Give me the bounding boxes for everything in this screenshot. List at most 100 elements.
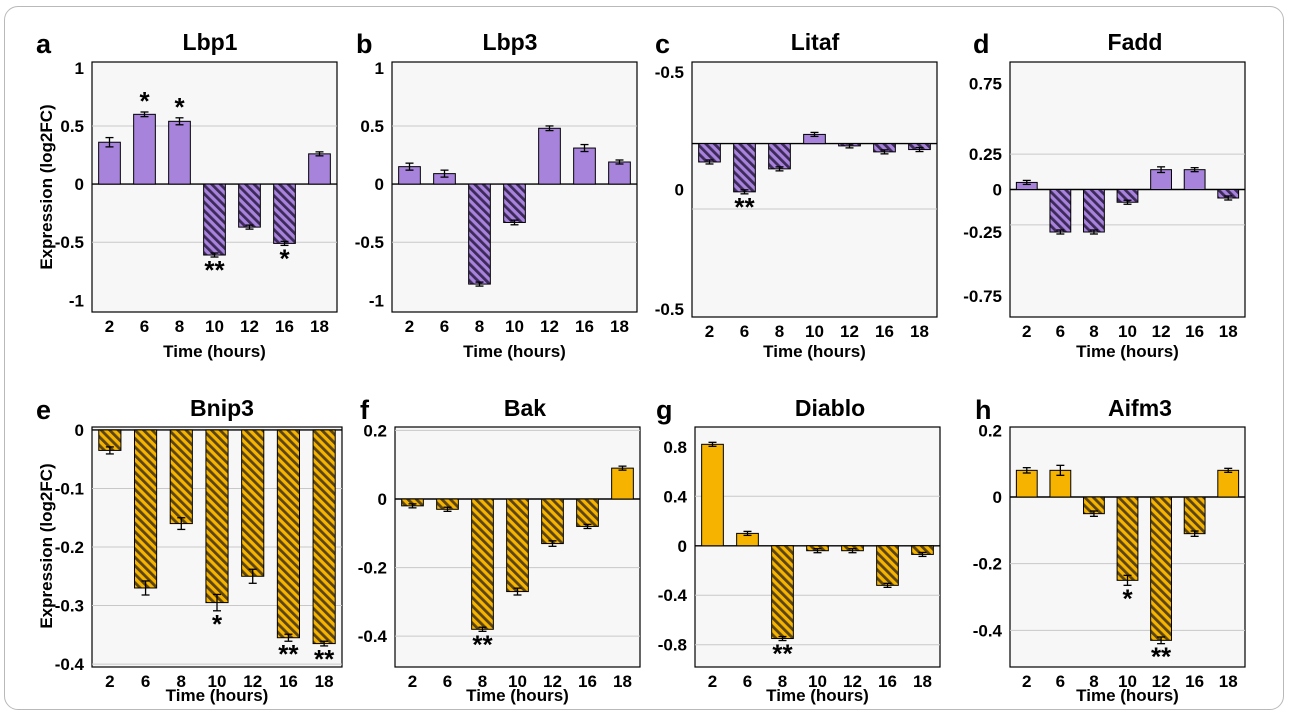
panel-letter: e [36,395,51,425]
significance-marker: ** [772,639,793,669]
bar-12 [241,429,265,577]
x-tick-label: 18 [315,672,334,691]
x-tick-label: 16 [575,317,594,336]
x-axis-label: Time (hours) [763,342,866,361]
y-axis-label: Expression (log2FC) [37,104,56,269]
x-tick-label: 10 [505,317,524,336]
x-tick-label: 12 [543,672,562,691]
panel-b: 1 0.5 0 -0.5 -1 2 6 8 10 12 16 18 b Lbp3 Time (hours) [355,29,638,361]
x-tick-label: 2 [708,672,717,691]
panel-letter: f [360,395,370,425]
y-tick-label: 0.4 [663,487,687,506]
significance-marker: ** [314,644,335,674]
x-tick-label: 12 [240,317,259,336]
x-tick-label: 8 [475,317,484,336]
y-tick-label: 0 [378,490,387,509]
panel-letter: d [973,29,990,59]
y-tick-label: -0.2 [358,559,387,578]
y-tick-label: -0.2 [55,538,84,557]
x-tick-label: 10 [1118,322,1137,341]
significance-marker: * [1122,583,1133,613]
bar-6 [733,143,756,193]
x-tick-label: 6 [443,672,452,691]
bar-10 [506,498,529,593]
x-tick-label: 12 [540,317,559,336]
y-tick-label: -0.4 [658,586,688,605]
plot-area [691,61,938,318]
x-tick-label: 18 [910,322,929,341]
x-tick-label: 8 [177,672,186,691]
y-tick-label: -0.5 [355,233,384,252]
y-tick-label: 0 [993,488,1002,507]
panel-letter: h [975,395,992,425]
bar-12 [238,183,261,228]
y-tick-label: 0.25 [969,145,1002,164]
x-axis-label: Time (hours) [1076,342,1179,361]
bar-16 [273,183,296,244]
panel-title: Litaf [791,29,840,55]
y-tick-label: -1 [369,291,384,310]
bar-18 [611,467,634,500]
bar-6 [133,113,156,185]
x-tick-label: 12 [243,672,262,691]
y-tick-label: -0.4 [358,627,388,646]
x-tick-label: 8 [1089,322,1098,341]
y-tick-label: -0.75 [963,287,1002,306]
x-tick-label: 8 [778,672,787,691]
x-tick-label: 6 [1056,322,1065,341]
panel-title: Lbp3 [483,29,538,55]
y-tick-label: 0.75 [969,74,1002,93]
x-tick-label: 12 [1152,322,1171,341]
significance-marker: ** [204,255,225,285]
x-axis-label: Time (hours) [163,342,266,361]
x-tick-label: 12 [840,322,859,341]
significance-marker: * [279,243,290,273]
panel-e: 0-0.1-0.2-0.3-0.42 6 8*10 12**16**18e Bnip3T… [36,395,343,705]
y-tick-label: -0.5 [55,233,84,252]
bar-12 [1150,496,1172,641]
x-tick-label: 2 [1022,322,1031,341]
panel-title: Aifm3 [1108,395,1172,421]
x-tick-label: 2 [408,672,417,691]
y-axis-label: Expression (log2FC) [37,463,56,628]
panel-title: Bnip3 [190,395,254,421]
y-tick-label: 0.8 [663,438,687,457]
significance-marker: * [139,86,150,116]
significance-marker: * [174,92,185,122]
y-tick-label: 0 [375,175,384,194]
x-tick-label: 10 [208,672,227,691]
bar-18 [308,153,331,185]
y-tick-label: 1 [75,59,84,78]
bar-2 [701,443,724,547]
bar-10 [503,183,526,223]
panel-title: Diablo [795,395,865,421]
y-tick-label: 0 [75,421,84,440]
x-tick-label: 2 [405,317,414,336]
x-tick-label: 18 [1219,322,1238,341]
x-tick-label: 10 [805,322,824,341]
x-axis-label: Time (hours) [166,686,269,705]
x-tick-label: 16 [878,672,897,691]
significance-marker: ** [734,192,755,222]
x-tick-label: 2 [105,317,114,336]
x-axis-label: Time (hours) [766,686,869,705]
bar-16 [576,498,599,527]
bar-16 [573,147,596,185]
x-tick-label: 12 [843,672,862,691]
y-tick-label: -0.25 [963,223,1002,242]
x-tick-label: 16 [1185,322,1204,341]
bar-18 [1217,469,1240,498]
x-tick-label: 10 [508,672,527,691]
y-tick-label: -0.1 [55,479,84,498]
bar-18 [608,161,631,185]
x-tick-label: 2 [705,322,714,341]
x-tick-label: 6 [740,322,749,341]
bar-16 [876,545,899,586]
panel-g: 0.8 0.4 0 -0.4 -0.8 2 6 ** 8 10 12 16 18 g Diablo Time … [656,395,941,705]
y-tick-label: -1 [69,291,84,310]
x-tick-label: 8 [175,317,184,336]
x-tick-label: 8 [1089,672,1098,691]
bar-10 [1116,496,1139,581]
y-tick-label: -0.8 [658,636,687,655]
panel-title: Lbp1 [183,29,238,55]
